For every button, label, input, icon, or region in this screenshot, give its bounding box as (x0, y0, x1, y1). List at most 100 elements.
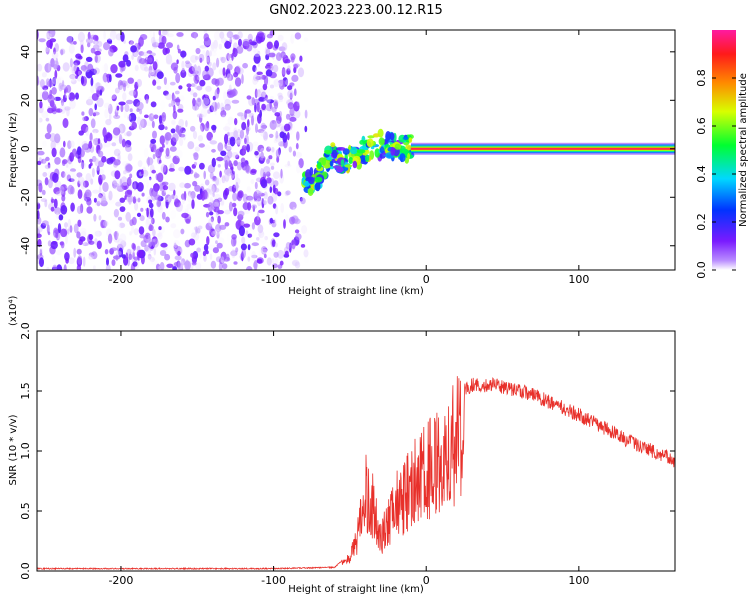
noise-speckle (145, 232, 151, 239)
noise-speckle (220, 198, 225, 207)
noise-speckle (255, 123, 258, 134)
noise-speckle (226, 31, 234, 39)
noise-speckle (129, 219, 134, 227)
noise-speckle (216, 57, 220, 68)
noise-speckle (211, 183, 217, 193)
noise-speckle (269, 95, 274, 101)
noise-speckle (145, 98, 149, 104)
noise-speckle (289, 128, 293, 136)
noise-speckle (265, 171, 271, 177)
noise-speckle (150, 138, 157, 144)
noise-speckle (91, 155, 97, 163)
noise-speckle (203, 243, 209, 252)
noise-speckle (90, 77, 94, 87)
noise-speckle (93, 265, 96, 270)
noise-speckle (123, 111, 128, 119)
signal-blob (405, 144, 412, 151)
noise-speckle (256, 89, 261, 98)
noise-speckle (227, 131, 230, 137)
noise-speckle (274, 40, 279, 49)
noise-speckle (224, 222, 230, 227)
noise-speckle (126, 130, 132, 137)
noise-speckle (225, 145, 232, 152)
noise-speckle (145, 53, 149, 60)
noise-speckle (256, 102, 260, 113)
noise-speckle (161, 181, 169, 186)
snr-x-axis-label: Height of straight line (km) (288, 584, 424, 595)
noise-speckle (272, 171, 280, 179)
noise-speckle (47, 80, 54, 88)
noise-speckle (170, 223, 177, 229)
noise-speckle (79, 96, 86, 101)
noise-speckle (46, 39, 53, 48)
noise-speckle (235, 177, 241, 186)
noise-speckle (45, 46, 50, 55)
noise-speckle (169, 182, 174, 193)
noise-speckle (258, 191, 262, 196)
signal-blob (365, 154, 370, 162)
noise-speckle (278, 46, 286, 52)
noise-speckle (263, 75, 269, 86)
noise-speckle (140, 207, 144, 212)
noise-speckle (213, 187, 220, 193)
noise-speckle (146, 216, 153, 226)
noise-speckle (214, 88, 220, 99)
noise-speckle (134, 64, 139, 72)
noise-speckle (172, 133, 179, 143)
noise-speckle (117, 79, 124, 91)
noise-speckle (176, 260, 181, 270)
noise-speckle (263, 253, 267, 259)
noise-speckle (236, 161, 243, 171)
noise-speckle (110, 94, 117, 100)
noise-speckle (150, 259, 158, 266)
noise-speckle (82, 180, 89, 188)
noise-speckle (264, 236, 268, 241)
noise-speckle (215, 177, 220, 186)
noise-speckle (241, 248, 246, 259)
noise-speckle (79, 227, 87, 235)
noise-speckle (287, 89, 294, 99)
noise-speckle (289, 116, 297, 122)
noise-speckle (268, 155, 273, 160)
noise-speckle (80, 123, 89, 133)
noise-speckle (59, 102, 67, 110)
noise-speckle (258, 230, 265, 239)
noise-speckle (259, 109, 262, 119)
noise-speckle (76, 205, 83, 215)
noise-speckle (174, 98, 181, 103)
noise-speckle (55, 57, 59, 67)
noise-speckle (93, 131, 97, 140)
noise-speckle (280, 168, 283, 179)
noise-speckle (196, 247, 202, 253)
noise-speckle (160, 158, 164, 168)
y-tick-label: 0.0 (19, 562, 32, 580)
noise-speckle (195, 47, 201, 55)
noise-speckle (134, 202, 139, 211)
noise-speckle (227, 173, 235, 180)
noise-speckle (234, 77, 242, 87)
noise-speckle (137, 160, 143, 168)
noise-speckle (146, 207, 149, 218)
signal-blob (332, 149, 338, 159)
noise-speckle (292, 84, 301, 89)
noise-speckle (152, 42, 160, 48)
noise-speckle (140, 169, 144, 175)
noise-speckle (152, 130, 157, 139)
noise-speckle (145, 95, 149, 104)
noise-speckle (50, 58, 55, 68)
noise-speckle (125, 144, 132, 152)
noise-speckle (41, 90, 49, 101)
noise-speckle (113, 183, 121, 190)
noise-speckle (59, 147, 66, 158)
noise-speckle (252, 47, 257, 54)
noise-speckle (40, 198, 48, 203)
noise-speckle (196, 85, 203, 91)
noise-speckle (77, 176, 85, 185)
snr-series-line (37, 376, 675, 571)
noise-speckle (85, 56, 93, 63)
noise-speckle (90, 178, 94, 185)
noise-speckle (121, 138, 126, 148)
noise-speckle (104, 102, 111, 109)
noise-speckle (212, 247, 219, 254)
noise-speckle (133, 228, 139, 236)
